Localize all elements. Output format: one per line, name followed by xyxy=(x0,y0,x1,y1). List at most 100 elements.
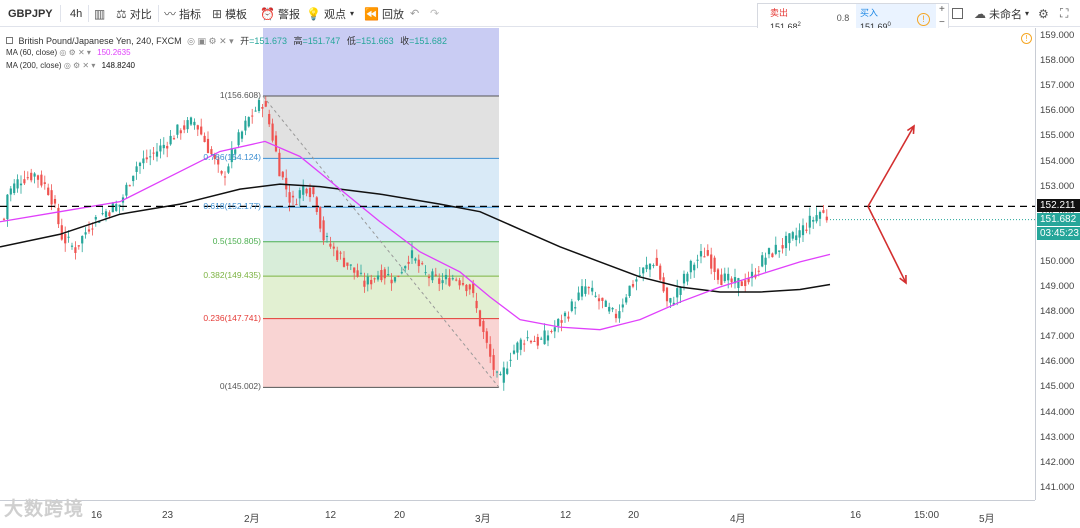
time-tick-label: 5月 xyxy=(979,514,995,525)
candle-body xyxy=(251,115,254,117)
candle-body xyxy=(81,236,84,244)
candle-body xyxy=(458,280,461,286)
candle-body xyxy=(727,273,730,281)
ma200-line xyxy=(0,183,831,293)
fib-zone xyxy=(263,207,499,242)
candle-body xyxy=(332,246,335,249)
candle-body xyxy=(210,149,213,155)
candle-body xyxy=(720,274,723,286)
candle-body xyxy=(264,101,267,107)
candle-body xyxy=(91,228,94,230)
candle-body xyxy=(808,215,811,228)
fullscreen-button[interactable]: ⛶ xyxy=(1060,0,1071,27)
candle-body xyxy=(672,302,675,305)
candle-body xyxy=(125,184,128,196)
ma60-value: 150.2635 xyxy=(97,48,131,57)
buy-label: 买入 xyxy=(860,8,879,18)
interval-button[interactable]: 4h xyxy=(70,0,82,27)
panel-expand-button[interactable]: + xyxy=(939,4,945,15)
candle-body xyxy=(115,204,118,211)
ideas-button[interactable]: 💡 观点 ▾ xyxy=(306,0,354,27)
price-tick-label: 149.000 xyxy=(1040,281,1075,292)
candle-body xyxy=(710,254,713,269)
settings-icons[interactable]: ◎ ▣ ⚙ ✕ ▾ xyxy=(187,36,234,46)
replay-button[interactable]: ⏪ 回放 xyxy=(364,0,404,27)
sell-button[interactable]: 卖出 151.682 xyxy=(758,4,830,32)
cloud-icon: ☁ xyxy=(974,6,986,21)
candle-body xyxy=(699,251,703,257)
projection-arrows xyxy=(867,124,915,285)
watermark-logo: 大数跨境 xyxy=(4,499,85,520)
down-arrow-shaft xyxy=(867,206,907,284)
candle-body xyxy=(604,300,607,307)
toolbar-divider xyxy=(60,5,61,22)
symbol-button[interactable]: GBPJPY xyxy=(8,0,53,27)
candle-body xyxy=(186,120,189,130)
candle-body xyxy=(319,206,322,229)
candle-body xyxy=(397,275,400,277)
chevron-down-icon: ▾ xyxy=(1025,9,1030,18)
fib-zone xyxy=(263,158,499,208)
alert-button[interactable]: ⏰ 警报 xyxy=(260,0,300,27)
collapse-icon[interactable] xyxy=(6,37,13,44)
candle-body xyxy=(77,245,80,247)
high-label: 高 xyxy=(293,36,303,46)
price-tick-label: 147.000 xyxy=(1040,331,1075,343)
chart-legend-main: British Pound/Japanese Yen, 240, FXCM ◎ … xyxy=(6,34,447,47)
candle-body xyxy=(771,253,774,258)
candle-style-button[interactable]: ▥ xyxy=(94,0,108,27)
candlestick-icon: ▥ xyxy=(94,6,106,21)
candle-body xyxy=(30,172,33,181)
candle-body xyxy=(791,232,794,239)
settings-button[interactable]: ⚙ xyxy=(1038,0,1052,27)
candle-body xyxy=(336,250,339,260)
ma60-legend[interactable]: MA (60, close) ◎ ⚙ ✕ ▾ 150.2635 xyxy=(6,48,131,57)
compare-button[interactable]: ⚖ 对比 xyxy=(116,0,152,27)
gear-icon: ⚙ xyxy=(1038,6,1049,21)
ma200-value: 148.8240 xyxy=(101,61,135,70)
indicators-button[interactable]: 〰指标 xyxy=(164,0,201,27)
candle-body xyxy=(353,267,356,273)
info-icon[interactable]: ! xyxy=(917,13,930,26)
candlestick-series xyxy=(2,96,828,391)
ma200-legend[interactable]: MA (200, close) ◎ ⚙ ✕ ▾ 148.8240 xyxy=(6,61,135,70)
chart-pane[interactable]: British Pound/Japanese Yen, 240, FXCM ◎ … xyxy=(0,28,1035,500)
price-tick-label: 142.000 xyxy=(1040,456,1075,468)
panel-collapse-button[interactable]: − xyxy=(939,17,945,28)
candle-body xyxy=(393,277,397,282)
candle-body xyxy=(257,100,261,112)
fib-level-label: 0.786(154.124) xyxy=(203,152,261,163)
alert-icon[interactable]: ! xyxy=(1021,33,1032,44)
price-chart[interactable] xyxy=(0,28,1035,500)
cloud-save-button[interactable]: ☁ 未命名 ▾ xyxy=(974,0,1029,27)
candle-body xyxy=(271,123,274,141)
fib-zone xyxy=(263,276,499,319)
candle-body xyxy=(543,330,546,345)
undo-button[interactable]: ↶ xyxy=(410,0,419,27)
layout-toggle[interactable] xyxy=(952,0,963,27)
candle-body xyxy=(495,371,499,373)
candle-body xyxy=(461,283,465,285)
time-axis[interactable]: 16 23 2月 12 20 3月 12 20 4月 16 15:00 5月 xyxy=(0,500,1035,528)
price-tick-label: 155.000 xyxy=(1040,130,1075,142)
candle-body xyxy=(750,271,754,279)
candle-body xyxy=(64,234,67,244)
candle-body xyxy=(716,269,720,280)
candle-body xyxy=(645,264,648,270)
candle-body xyxy=(9,188,12,195)
templates-button[interactable]: ⊞ 模板 xyxy=(212,0,247,27)
candle-body xyxy=(247,117,250,127)
close-label: 收 xyxy=(400,36,410,46)
time-tick-label: 12 xyxy=(560,510,572,521)
fib-zone xyxy=(263,318,499,388)
candle-body xyxy=(36,175,40,180)
redo-button[interactable]: ↷ xyxy=(430,0,439,27)
candle-body xyxy=(291,195,295,198)
candle-body xyxy=(196,125,199,130)
price-tick-label: 150.000 xyxy=(1040,255,1075,267)
candle-body xyxy=(200,126,203,135)
candle-body xyxy=(795,235,798,241)
price-tick-label: 145.000 xyxy=(1040,381,1075,393)
price-axis[interactable]: 159.000 158.000 157.000 156.000 155.000 154.0… xyxy=(1035,28,1080,500)
price-tick-label: 158.000 xyxy=(1040,55,1075,67)
